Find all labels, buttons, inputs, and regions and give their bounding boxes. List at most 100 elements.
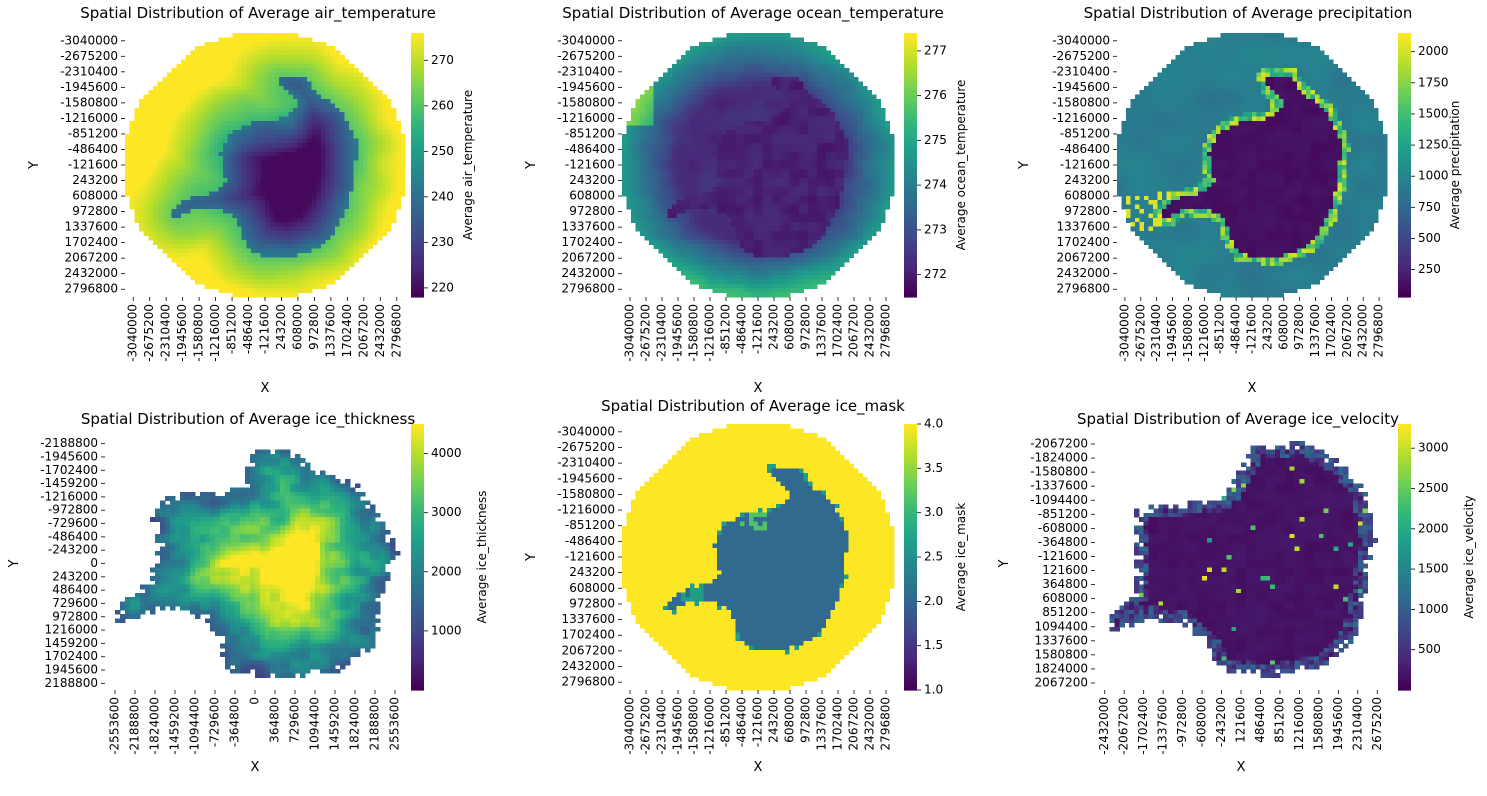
heatmap-cell [311,50,317,56]
heatmap-cell [139,121,145,126]
heatmap-cell [171,160,177,166]
heatmap-cell [330,46,336,52]
heatmap-cell [640,191,646,197]
heatmap-cell [297,147,303,153]
heatmap-cell [680,156,687,162]
heatmap-cell [157,160,163,166]
heatmap-cell [653,103,659,109]
heatmap-cell [143,204,149,210]
heatmap-cell [223,121,229,126]
heatmap-cell [644,138,650,144]
heatmap-cell [640,165,646,170]
heatmap-cell [721,90,727,96]
heatmap-cell [190,239,196,245]
heatmap-cell [798,94,804,100]
heatmap-cell [785,182,791,188]
heatmap-cell [780,283,786,289]
heatmap-cell [649,160,655,166]
heatmap-cell [260,151,266,157]
heatmap-cell [367,165,373,170]
heatmap-cell [330,68,336,74]
heatmap-cell [667,147,673,153]
heatmap-cell [237,50,243,56]
heatmap-cell [302,195,308,201]
heatmap-cell [367,235,373,241]
heatmap-cell [377,209,383,214]
heatmap-cell [780,63,786,69]
heatmap-cell [218,275,224,280]
heatmap-cell [721,165,727,170]
heatmap-cell [780,239,786,245]
heatmap-cell [386,147,392,153]
heatmap-cell [246,112,252,118]
heatmap-cell [381,173,387,179]
heatmap-cell [635,156,641,162]
heatmap-cell [227,50,233,56]
heatmap-cell [767,129,773,135]
heatmap-cell [260,209,266,214]
heatmap-cell [730,81,736,87]
heatmap-cell [703,55,709,60]
heatmap-cell [358,191,364,197]
heatmap-cell [241,257,247,263]
heatmap-cell [349,173,355,179]
heatmap-cell [321,261,327,267]
heatmap-cell [771,112,777,118]
heatmap-cell [302,200,308,206]
heatmap-cell [190,195,196,201]
heatmap-cell [265,270,271,276]
heatmap-cell [311,200,317,206]
heatmap-cell [703,217,709,223]
heatmap-cell [391,217,397,223]
heatmap-cell [283,222,289,228]
heatmap-cell [302,204,308,210]
heatmap-cell [321,204,327,210]
heatmap-cell [265,90,271,96]
heatmap-cell [780,116,786,122]
heatmap-cell [148,129,154,135]
heatmap-cell [297,200,303,206]
heatmap-cell [204,261,210,267]
heatmap-cell [635,160,641,166]
heatmap-cell [293,72,299,78]
heatmap-cell [758,147,764,153]
heatmap-cell [363,209,369,214]
heatmap-cell [685,169,691,175]
heatmap-cell [694,94,700,100]
heatmap-cell [232,151,238,157]
heatmap-cell [703,248,709,254]
heatmap-cell [717,151,723,157]
heatmap-cell [785,46,791,52]
heatmap-cell [391,173,397,179]
colorbar-swatch [411,112,424,117]
heatmap-cell [649,94,655,100]
heatmap-cell [771,63,777,69]
heatmap-cell [658,248,664,254]
heatmap-cell [255,41,261,47]
heatmap-cell [316,112,322,118]
heatmap-cell [195,200,201,206]
heatmap-cell [255,129,261,135]
heatmap-cell [344,68,350,74]
heatmap-cell [185,191,191,197]
heatmap-cell [255,266,261,272]
heatmap-cell [297,248,303,254]
heatmap-cell [789,235,795,241]
heatmap-cell [758,275,764,280]
heatmap-cell [762,160,768,166]
heatmap-cell [649,116,655,122]
heatmap-cell [311,239,317,245]
heatmap-cell [330,248,336,254]
heatmap-cell [771,55,777,60]
heatmap-cell [739,112,745,118]
heatmap-cell [246,50,252,56]
heatmap-cell [631,173,637,179]
heatmap-cell [251,68,257,74]
heatmap-cell [767,160,773,166]
heatmap-cell [744,116,750,122]
heatmap-cell [311,178,317,184]
heatmap-cell [349,151,355,157]
heatmap-cell [199,266,205,272]
heatmap-cell [297,266,303,272]
heatmap-cell [171,209,177,214]
